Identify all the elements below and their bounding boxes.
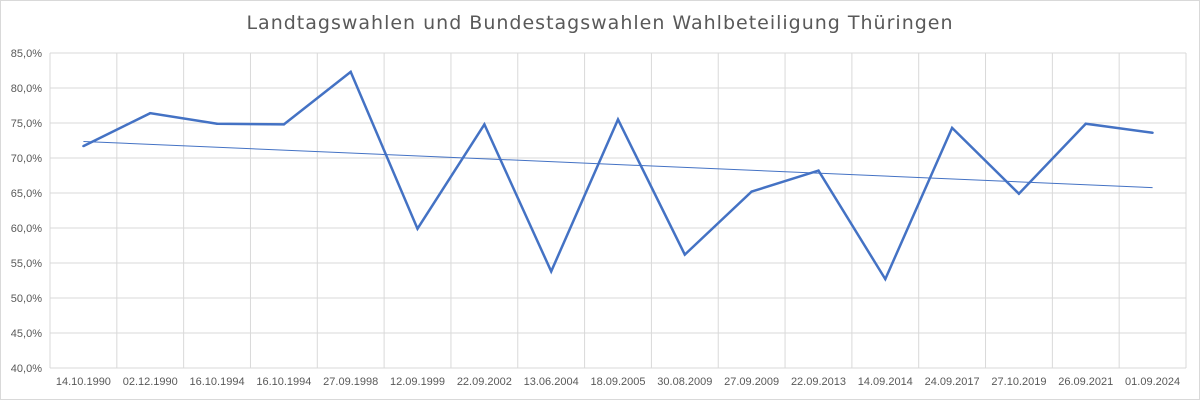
x-tick-label: 01.09.2024 [1125, 376, 1180, 388]
x-tick-label: 16.10.1994 [190, 376, 245, 388]
x-tick-label: 27.10.2019 [991, 376, 1046, 388]
data-point [683, 253, 687, 256]
data-point [1151, 131, 1154, 134]
x-tick-label: 27.09.1998 [323, 376, 378, 388]
data-point [549, 270, 553, 273]
y-tick-label: 40,0% [11, 363, 42, 375]
data-point [950, 126, 954, 130]
x-tick-label: 26.09.2021 [1058, 376, 1113, 388]
y-tick-label: 50,0% [11, 293, 42, 305]
data-point [1017, 192, 1021, 195]
x-tick-label: 30.08.2009 [657, 376, 712, 388]
x-tick-label: 24.09.2017 [925, 376, 980, 388]
y-tick-label: 70,0% [11, 153, 42, 165]
data-point [1084, 122, 1087, 125]
data-point [282, 123, 286, 126]
y-tick-label: 75,0% [11, 118, 42, 130]
y-tick-label: 65,0% [11, 188, 42, 200]
chart-title: Landtagswahlen und Bundestagswahlen Wahl… [246, 12, 954, 34]
data-point [483, 123, 486, 126]
x-tick-label: 22.09.2013 [791, 376, 846, 388]
data-point [817, 169, 820, 172]
data-point [884, 277, 887, 281]
data-point [82, 144, 85, 148]
data-point [616, 118, 620, 121]
y-tick-label: 45,0% [11, 328, 42, 340]
x-tick-label: 12.09.1999 [390, 376, 445, 388]
data-point [416, 227, 419, 230]
trendline [83, 140, 1153, 189]
x-tick-label: 02.12.1990 [123, 376, 178, 388]
y-tick-label: 60,0% [11, 223, 42, 235]
data-point [149, 112, 152, 115]
y-tick-label: 85,0% [11, 48, 42, 60]
x-tick-label: 16.10.1994 [256, 376, 311, 388]
data-point [215, 122, 219, 125]
x-tick-label: 13.06.2004 [524, 376, 579, 388]
x-tick-label: 14.09.2014 [858, 376, 913, 388]
data-point [349, 70, 352, 74]
x-tick-label: 22.09.2002 [457, 376, 512, 388]
y-tick-label: 80,0% [11, 83, 42, 95]
data-point [750, 190, 753, 193]
x-tick-label: 18.09.2005 [590, 376, 645, 388]
y-tick-label: 55,0% [11, 258, 42, 270]
x-tick-label: 27.09.2009 [724, 376, 779, 388]
series-line [82, 69, 1153, 282]
x-tick-label: 14.10.1990 [56, 376, 111, 388]
